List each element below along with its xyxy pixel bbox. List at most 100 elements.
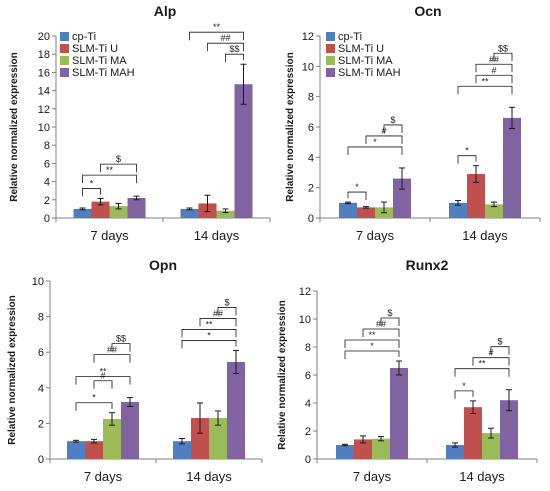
significance-label: * <box>370 341 374 351</box>
significance-label: ** <box>205 319 213 329</box>
significance-bracket <box>475 63 513 73</box>
bar <box>73 208 92 218</box>
x-category-label: 7 days <box>84 469 123 484</box>
y-axis-label: Relative normalized expression <box>277 300 288 450</box>
x-category-label: 7 days <box>90 228 129 243</box>
bar <box>180 208 199 218</box>
significance-bracket <box>347 146 403 155</box>
y-tick-label: 10 <box>299 314 311 326</box>
y-tick-label: 0 <box>38 454 44 466</box>
y-tick-label: 8 <box>44 140 50 152</box>
y-tick-label: 10 <box>38 122 50 134</box>
chart-title: Alp <box>154 3 177 19</box>
significance-label: * <box>92 393 96 403</box>
significance-bracket <box>111 343 131 352</box>
bar <box>91 201 110 218</box>
y-axis-label: Relative normalized expression <box>9 52 20 202</box>
significance-bracket <box>93 354 131 363</box>
significance-label: $$ <box>498 43 508 53</box>
significance-label: $ <box>116 154 121 164</box>
bar <box>216 210 235 218</box>
y-tick-label: 6 <box>308 122 314 134</box>
significance-bracket <box>217 307 237 316</box>
chart-title: Opn <box>149 257 177 273</box>
significance-label: ** <box>99 367 107 377</box>
significance-bracket <box>189 31 244 41</box>
bar <box>127 197 146 218</box>
bar <box>121 402 139 459</box>
y-tick-label: 0 <box>308 213 314 225</box>
significance-bracket <box>199 318 237 327</box>
y-tick-label: 2 <box>38 418 44 430</box>
significance-bracket <box>75 402 113 411</box>
legend-swatch <box>60 44 69 53</box>
significance-label: $$ <box>229 44 239 54</box>
bar <box>485 204 503 218</box>
y-tick-label: 12 <box>302 31 314 43</box>
y-tick-label: 2 <box>305 426 311 438</box>
legend-swatch <box>326 44 335 53</box>
y-tick-label: 6 <box>305 370 311 382</box>
legend-label: cp-Ti <box>72 31 96 43</box>
legend-swatch <box>60 68 69 77</box>
x-category-label: 14 days <box>462 228 508 243</box>
x-category-label: 14 days <box>459 469 505 484</box>
y-tick-label: 10 <box>302 61 314 73</box>
bar <box>191 418 209 459</box>
y-tick-label: 4 <box>308 152 314 164</box>
significance-bracket <box>347 191 367 201</box>
legend-label: SLM-Ti MA <box>72 55 127 67</box>
significance-bracket <box>365 135 403 144</box>
x-category-label: 7 days <box>356 228 395 243</box>
y-tick-label: 18 <box>38 49 50 61</box>
significance-label: * <box>355 182 359 192</box>
x-category-label: 14 days <box>186 469 232 484</box>
y-tick-label: 4 <box>44 177 50 189</box>
y-tick-label: 12 <box>38 104 50 116</box>
bar <box>339 202 357 218</box>
bar <box>109 206 128 218</box>
significance-label: # <box>100 371 105 381</box>
legend-swatch <box>326 56 335 65</box>
legend-label: SLM-Ti MAH <box>72 67 135 79</box>
significance-bracket <box>380 317 400 326</box>
significance-bracket <box>225 53 244 63</box>
significance-label: * <box>90 178 94 188</box>
significance-label: $ <box>497 337 502 347</box>
significance-bracket <box>82 188 101 197</box>
significance-label: $ <box>224 297 229 307</box>
significance-label: $$ <box>116 334 126 344</box>
significance-label: ** <box>478 359 486 369</box>
significance-label: # <box>491 65 496 75</box>
y-tick-label: 10 <box>32 276 44 288</box>
bar <box>500 400 518 459</box>
significance-bracket <box>362 328 400 337</box>
y-tick-label: 20 <box>38 31 50 43</box>
significance-bracket <box>100 163 137 173</box>
x-category-label: 7 days <box>353 469 392 484</box>
y-tick-label: 4 <box>38 383 44 395</box>
y-axis-label: Relative normalized expression <box>7 295 18 445</box>
y-tick-label: 0 <box>44 213 50 225</box>
bar <box>482 433 500 459</box>
legend-label: SLM-Ti U <box>338 43 384 55</box>
significance-label: * <box>207 330 211 340</box>
legend-swatch <box>326 68 335 77</box>
significance-bracket <box>457 155 477 164</box>
bar <box>67 441 85 459</box>
significance-bracket <box>490 346 510 355</box>
bar <box>372 438 390 459</box>
significance-bracket <box>493 52 513 62</box>
y-tick-label: 2 <box>44 195 50 207</box>
significance-bracket <box>181 340 237 349</box>
chart-panel-alp: Alp Relative normalized expression 0 2 4 6 8 10… <box>9 3 271 243</box>
significance-bracket <box>383 124 403 133</box>
bar <box>85 441 103 459</box>
bar <box>393 178 411 218</box>
bar <box>357 207 375 218</box>
bar <box>234 84 253 218</box>
bar <box>209 418 227 459</box>
bar <box>103 418 121 459</box>
y-tick-label: 0 <box>305 454 311 466</box>
